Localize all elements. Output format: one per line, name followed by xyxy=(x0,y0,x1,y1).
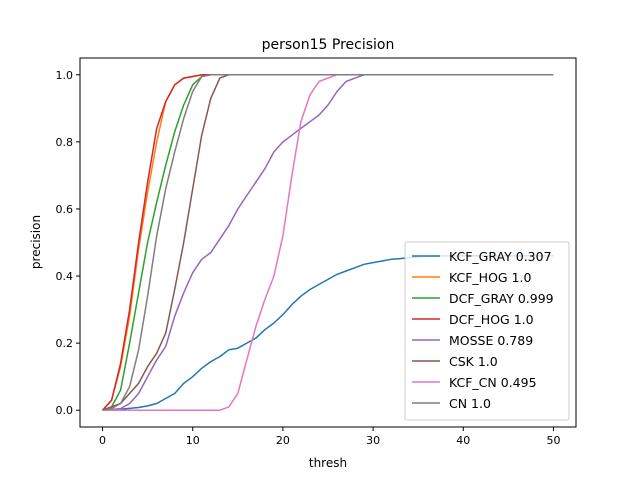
legend-label-6: KCF_CN 0.495 xyxy=(449,375,537,390)
y-axis-label: precision xyxy=(29,215,43,269)
y-tick-label: 0.4 xyxy=(56,270,74,283)
legend-label-3: DCF_HOG 1.0 xyxy=(449,312,534,327)
y-tick-label: 1.0 xyxy=(56,69,74,82)
y-tick-label: 0.8 xyxy=(56,136,74,149)
legend-label-7: CN 1.0 xyxy=(449,396,491,411)
y-tick-label: 0.2 xyxy=(56,337,74,350)
legend-label-1: KCF_HOG 1.0 xyxy=(449,270,532,285)
x-axis-ticks: 0 10 20 30 40 50 xyxy=(99,427,560,447)
series-line-7 xyxy=(102,74,554,411)
plot-frame xyxy=(79,57,577,428)
legend: KCF_GRAY 0.307 KCF_HOG 1.0 DCF_GRAY 0.999 D… xyxy=(404,241,570,421)
x-tick-label: 10 xyxy=(186,434,200,447)
x-tick-label: 40 xyxy=(456,434,470,447)
y-axis-ticks: 0.0 0.2 0.4 0.6 0.8 1.0 xyxy=(56,69,80,417)
x-tick-label: 30 xyxy=(366,434,380,447)
legend-label-5: CSK 1.0 xyxy=(449,354,498,369)
y-tick-label: 0.6 xyxy=(56,203,74,216)
y-tick-label: 0.0 xyxy=(56,404,74,417)
legend-box xyxy=(404,241,570,421)
x-tick-label: 50 xyxy=(546,434,560,447)
legend-label-4: MOSSE 0.789 xyxy=(449,333,533,348)
legend-label-2: DCF_GRAY 0.999 xyxy=(449,291,554,306)
x-tick-label: 0 xyxy=(99,434,106,447)
x-axis-label: thresh xyxy=(309,456,347,470)
x-tick-label: 20 xyxy=(276,434,290,447)
series-line-4 xyxy=(102,74,554,411)
legend-label-0: KCF_GRAY 0.307 xyxy=(449,249,552,264)
chart-title: person15 Precision xyxy=(262,37,395,53)
plot-lines xyxy=(101,74,554,411)
